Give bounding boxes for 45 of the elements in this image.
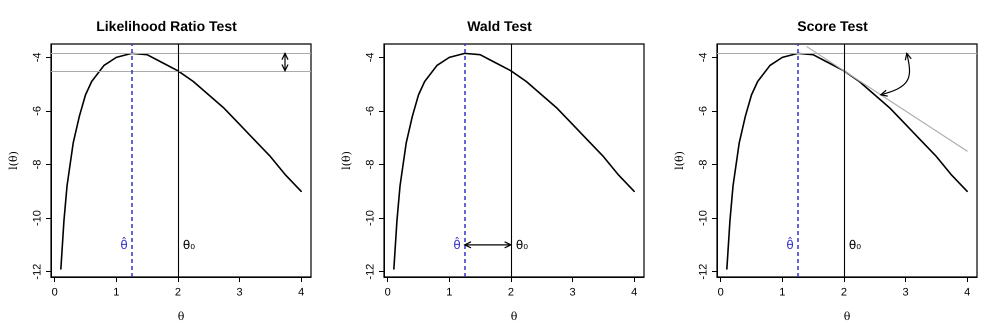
x-tick-label: 0 bbox=[384, 286, 391, 298]
x-tick-label: 1 bbox=[113, 286, 120, 298]
y-tick-label: -10 bbox=[32, 210, 44, 226]
x-tick-label: 2 bbox=[508, 286, 514, 298]
x-tick-label: 1 bbox=[446, 286, 452, 298]
y-tick-label: -4 bbox=[698, 52, 710, 62]
x-tick-label: 3 bbox=[902, 286, 909, 298]
chart-title: Likelihood Ratio Test bbox=[96, 18, 238, 34]
x-tick-label: 4 bbox=[298, 286, 304, 298]
ref-line-label: θ₀ bbox=[182, 238, 196, 252]
y-axis-title: l(θ) bbox=[673, 151, 686, 170]
y-tick-label: -4 bbox=[32, 52, 44, 62]
x-tick-label: 3 bbox=[569, 286, 576, 298]
x-tick-label: 2 bbox=[174, 286, 181, 298]
y-tick-label: -8 bbox=[32, 160, 44, 170]
x-tick-label: 1 bbox=[779, 286, 786, 298]
ref-line-label: θ̂ bbox=[786, 236, 794, 252]
y-tick-label: -12 bbox=[32, 264, 44, 280]
chart-title: Wald Test bbox=[467, 18, 532, 34]
y-tick-label: -8 bbox=[364, 160, 376, 170]
ref-line-label: θ₀ bbox=[848, 238, 862, 252]
y-axis-title: l(θ) bbox=[7, 151, 20, 170]
y-tick-label: -6 bbox=[32, 106, 44, 116]
ref-line-label: θ̂ bbox=[120, 236, 128, 252]
y-tick-label: -12 bbox=[698, 264, 710, 280]
x-tick-label: 4 bbox=[631, 286, 638, 298]
ref-line-label: θ₀ bbox=[516, 238, 528, 252]
y-tick-label: -6 bbox=[698, 106, 710, 116]
x-tick-label: 2 bbox=[840, 286, 847, 298]
x-axis-title: θ bbox=[844, 310, 851, 323]
y-tick-label: -12 bbox=[364, 264, 376, 280]
y-tick-label: -10 bbox=[698, 210, 710, 226]
x-tick-label: 3 bbox=[236, 286, 243, 298]
y-tick-label: -6 bbox=[364, 106, 376, 116]
y-tick-label: -10 bbox=[364, 210, 376, 226]
y-tick-label: -8 bbox=[698, 160, 710, 170]
x-tick-label: 0 bbox=[718, 286, 724, 298]
y-axis-title: l(θ) bbox=[340, 151, 353, 170]
chart-title: Score Test bbox=[797, 18, 868, 34]
y-tick-label: -4 bbox=[364, 52, 376, 62]
x-axis-title: θ bbox=[510, 310, 518, 323]
x-tick-label: 4 bbox=[964, 286, 970, 298]
ref-line-label: θ̂ bbox=[453, 236, 461, 252]
x-axis-title: θ bbox=[178, 310, 185, 323]
x-tick-label: 0 bbox=[52, 286, 58, 298]
